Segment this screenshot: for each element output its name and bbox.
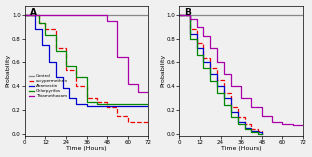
Legend: Control, α-cypermethrin, Abamectin, Chlorpyrifos, Thiamethoxam: Control, α-cypermethrin, Abamectin, Chlo… — [28, 74, 68, 99]
Y-axis label: Probability: Probability — [160, 54, 165, 87]
Text: B: B — [184, 8, 191, 17]
X-axis label: Time (Hours): Time (Hours) — [66, 146, 107, 152]
X-axis label: Time (Hours): Time (Hours) — [221, 146, 261, 152]
Y-axis label: Probability: Probability — [6, 54, 11, 87]
Text: A: A — [30, 8, 37, 17]
